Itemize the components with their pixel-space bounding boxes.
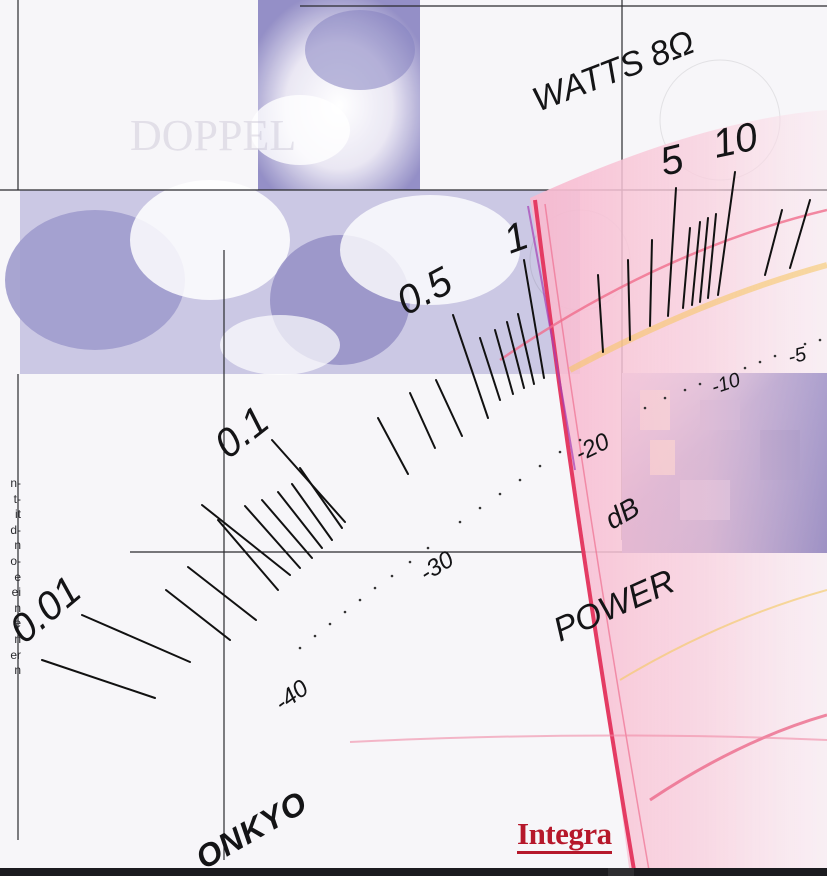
text-fragment: n [14, 600, 21, 615]
integra-logo: Integra [517, 818, 612, 854]
clipped-body-text: n- t- it d- n o- e ei n e n er n [0, 476, 21, 679]
text-fragment: d- [10, 522, 21, 537]
text-fragment: n [14, 538, 21, 553]
text-fragment: e [14, 616, 21, 631]
db-tick-minus5: -5 [786, 343, 809, 369]
pink-meter-band [530, 110, 827, 876]
text-fragment: it [15, 507, 21, 522]
background-headline: DOPPEL [130, 111, 296, 160]
text-fragment: n [14, 663, 21, 678]
bottom-bar [0, 868, 827, 876]
text-fragment: n [14, 631, 21, 646]
text-fragment: n- [10, 476, 21, 490]
watt-scale-ticks [41, 171, 811, 699]
text-fragment: ei [11, 585, 21, 600]
text-fragment: o- [10, 553, 21, 568]
db-scale-dots [298, 338, 822, 650]
watt-tick-10: 10 [709, 115, 762, 167]
text-fragment: e [14, 569, 21, 584]
text-fragment: er [10, 647, 21, 662]
bottom-bar-accent [608, 868, 634, 876]
sky-photo [5, 0, 580, 375]
text-fragment: t- [13, 491, 21, 506]
